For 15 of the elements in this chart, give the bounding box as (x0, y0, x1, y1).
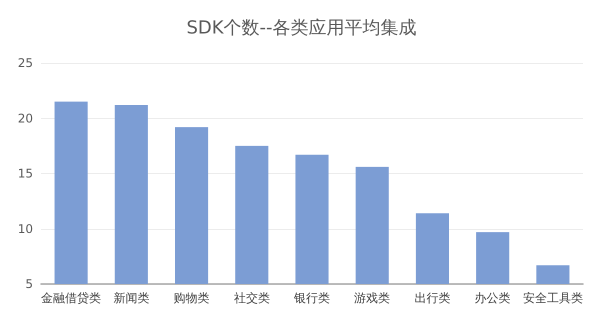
y-tick-label: 5 (25, 277, 33, 291)
x-tick-label: 安全工具类 (522, 291, 583, 305)
chart-title: SDK个数--各类应用平均集成 (186, 18, 417, 38)
x-tick-label: 游戏类 (354, 291, 390, 305)
x-tick-label: 银行类 (293, 291, 330, 305)
y-tick-label: 15 (18, 166, 33, 180)
x-tick-label: 出行类 (414, 291, 450, 305)
x-tick-label: 社交类 (234, 291, 270, 305)
x-tick-label: 购物类 (174, 291, 210, 305)
x-tick-label: 新闻类 (113, 291, 150, 305)
y-tick-label: 10 (18, 222, 33, 236)
x-tick-label: 办公类 (474, 291, 511, 305)
y-tick-label: 25 (18, 56, 33, 70)
x-tick-label: 金融借贷类 (41, 291, 102, 305)
y-tick-label: 20 (18, 111, 33, 126)
